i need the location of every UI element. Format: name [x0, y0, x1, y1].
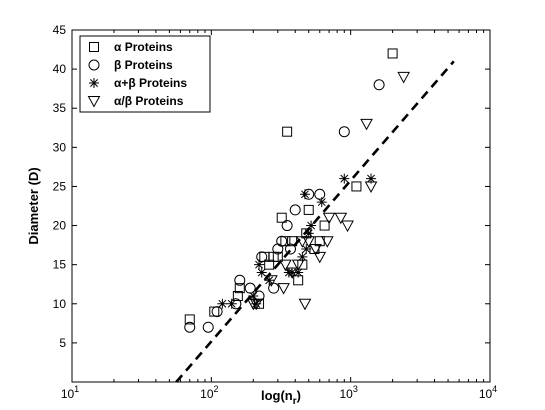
data-point-beta-circle: [289, 204, 301, 216]
data-point-alpha-slash-beta-triangle: [322, 212, 336, 225]
data-point-alpha-slash-beta-triangle: [249, 298, 263, 311]
data-point-alpha-slash-beta-triangle: [397, 71, 410, 84]
data-point-alpha-slash-beta-triangle: [364, 181, 378, 193]
fit-line-group: [175, 60, 455, 383]
y-tick-label: 35: [53, 101, 67, 115]
data-point-beta-circle: [276, 235, 288, 247]
data-point-alpha-square: [282, 126, 293, 137]
legend-markers: [87, 42, 101, 108]
data-point-alpha-slash-beta-triangle: [279, 259, 292, 272]
data-point-beta-circle: [268, 282, 280, 294]
data-point-alpha-plus-beta-asterisk: [293, 267, 304, 278]
data-point-alpha-plus-beta-asterisk: [264, 275, 275, 286]
y-tick-label: 20: [53, 219, 67, 233]
data-point-alpha-slash-beta-triangle: [277, 283, 290, 295]
data-point-alpha-slash-beta-triangle: [360, 118, 373, 131]
x-tick-label: 104: [479, 384, 497, 401]
x-tick-label: 101: [61, 384, 79, 401]
data-point-alpha-plus-beta-asterisk: [303, 228, 314, 239]
data-point-alpha-slash-beta-triangle: [320, 236, 334, 248]
data-point-alpha-slash-beta-triangle: [334, 212, 348, 225]
data-point-alpha-plus-beta-asterisk: [306, 220, 317, 231]
data-point-beta-circle: [338, 126, 350, 138]
data-point-alpha-square: [280, 236, 291, 247]
x-tick-label: 103: [339, 384, 357, 401]
data-point-beta-circle: [211, 306, 223, 318]
data-point-alpha-square: [351, 181, 362, 192]
tick-labels: 5 10 15 20 25 30 35 40 45 101 102 103 104: [53, 23, 498, 401]
y-axis-label: Diameter (D): [26, 167, 41, 244]
data-point-alpha-plus-beta-asterisk: [299, 189, 310, 200]
y-tick-label: 15: [53, 258, 67, 272]
data-point-alpha-square: [232, 290, 243, 301]
legend-marker-square: [89, 42, 99, 52]
legend-entry-beta: β Proteins: [114, 58, 173, 72]
data-point-alpha-square: [272, 251, 283, 262]
data-point-beta-circle: [285, 243, 297, 255]
data-point-alpha-square: [387, 48, 398, 59]
data-point-alpha-plus-beta-asterisk: [339, 173, 350, 184]
data-point-alpha-slash-beta-triangle: [291, 259, 305, 272]
legend-marker-triangle-down: [87, 96, 101, 108]
data-point-alpha-plus-beta-asterisk: [226, 298, 237, 309]
data-point-alpha-square: [184, 314, 195, 325]
data-point-alpha-slash-beta-triangle: [341, 220, 354, 233]
data-point-beta-circle: [234, 274, 246, 286]
legend-entry-alpha-plus-beta: α+β Proteins: [114, 76, 187, 90]
data-point-alpha-plus-beta-asterisk: [287, 267, 298, 278]
y-tick-label: 45: [53, 23, 67, 37]
data-point-alpha-slash-beta-triangle: [265, 275, 278, 287]
data-point-alpha-square: [303, 204, 314, 215]
legend-marker-asterisk: [89, 78, 99, 88]
data-point-alpha-plus-beta-asterisk: [248, 290, 259, 301]
data-point-beta-circle: [373, 79, 385, 91]
data-point-beta-circle: [184, 321, 196, 333]
data-point-alpha-plus-beta-asterisk: [217, 298, 228, 309]
x-axis-label: log(nr): [261, 388, 301, 407]
legend-entry-alpha: α Proteins: [114, 40, 173, 54]
data-point-alpha-slash-beta-triangle: [285, 267, 299, 280]
x-tick-label: 102: [200, 384, 218, 401]
y-tick-label: 30: [53, 140, 67, 154]
data-point-alpha-plus-beta-asterisk: [254, 259, 265, 270]
data-point-alpha-square: [276, 212, 287, 223]
data-point-alpha-slash-beta-triangle: [302, 236, 316, 248]
data-point-alpha-slash-beta-triangle: [296, 236, 309, 248]
data-point-alpha-plus-beta-asterisk: [301, 244, 312, 255]
data-point-alpha-plus-beta-asterisk: [316, 197, 327, 208]
y-tick-label: 10: [53, 297, 67, 311]
axis-ticks: [71, 29, 491, 382]
fit-line: [175, 60, 455, 383]
data-point-alpha-plus-beta-asterisk: [297, 251, 308, 262]
legend: α Proteins β Proteins α+β Proteins α/β P…: [79, 35, 211, 113]
data-markers: [184, 48, 410, 333]
legend-entry-alpha-slash-beta: α/β Proteins: [114, 94, 184, 108]
legend-box: [79, 35, 211, 113]
data-point-beta-circle: [202, 321, 214, 333]
y-tick-label: 40: [53, 62, 67, 76]
data-point-alpha-square: [234, 283, 245, 294]
data-point-alpha-square: [319, 220, 330, 231]
data-point-alpha-slash-beta-triangle: [298, 298, 312, 311]
y-tick-label: 5: [59, 336, 66, 350]
data-point-beta-circle: [281, 220, 293, 232]
data-point-alpha-slash-beta-triangle: [313, 251, 327, 264]
data-point-beta-circle: [314, 188, 326, 200]
data-point-alpha-square: [287, 236, 298, 247]
y-tick-label: 25: [53, 179, 67, 193]
data-point-alpha-slash-beta-triangle: [309, 244, 322, 256]
data-point-alpha-plus-beta-asterisk: [256, 267, 267, 278]
data-point-alpha-plus-beta-asterisk: [366, 173, 377, 184]
legend-marker-circle: [88, 59, 100, 71]
